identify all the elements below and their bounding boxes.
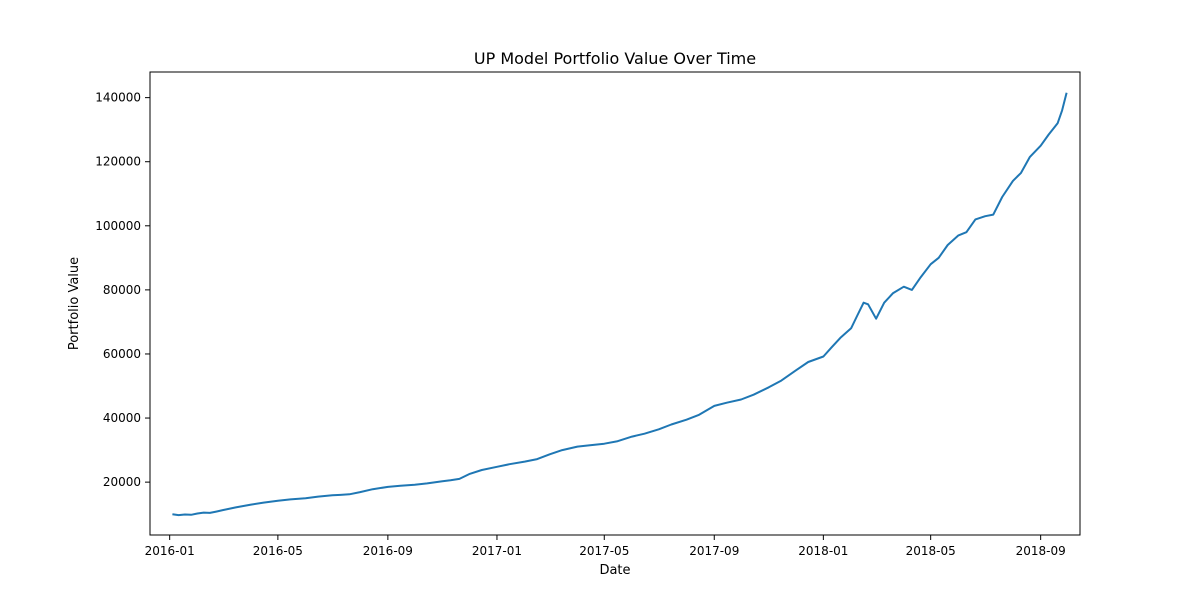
y-tick-label: 80000 [103,283,141,297]
x-tick-label: 2016-05 [253,544,303,558]
x-tick-label: 2016-01 [145,544,195,558]
x-tick-label: 2018-09 [1016,544,1066,558]
series-line [172,92,1068,517]
plot-frame [149,71,1081,536]
x-axis: 2016-01 2016-05 2016-09 2017-01 2017-05 2017-… [145,535,1066,558]
y-tick-label: 20000 [103,475,141,489]
y-tick-label: 60000 [103,347,141,361]
x-tick-label: 2017-09 [689,544,739,558]
y-tick-label: 100000 [95,219,141,233]
x-axis-label: Date [599,563,630,578]
plot-area [172,92,1068,517]
x-tick-label: 2018-05 [906,544,956,558]
x-tick-label: 2017-01 [472,544,522,558]
y-tick-label: 120000 [95,155,141,169]
y-tick-label: 140000 [95,91,141,105]
chart-title: UP Model Portfolio Value Over Time [474,49,756,68]
x-tick-label: 2016-09 [363,544,413,558]
x-tick-label: 2018-01 [798,544,848,558]
x-tick-label: 2017-05 [579,544,629,558]
y-axis: 20000 40000 60000 80000 100000 120000 140000 [95,91,150,489]
y-tick-label: 40000 [103,411,141,425]
y-axis-label: Portfolio Value [67,257,82,350]
